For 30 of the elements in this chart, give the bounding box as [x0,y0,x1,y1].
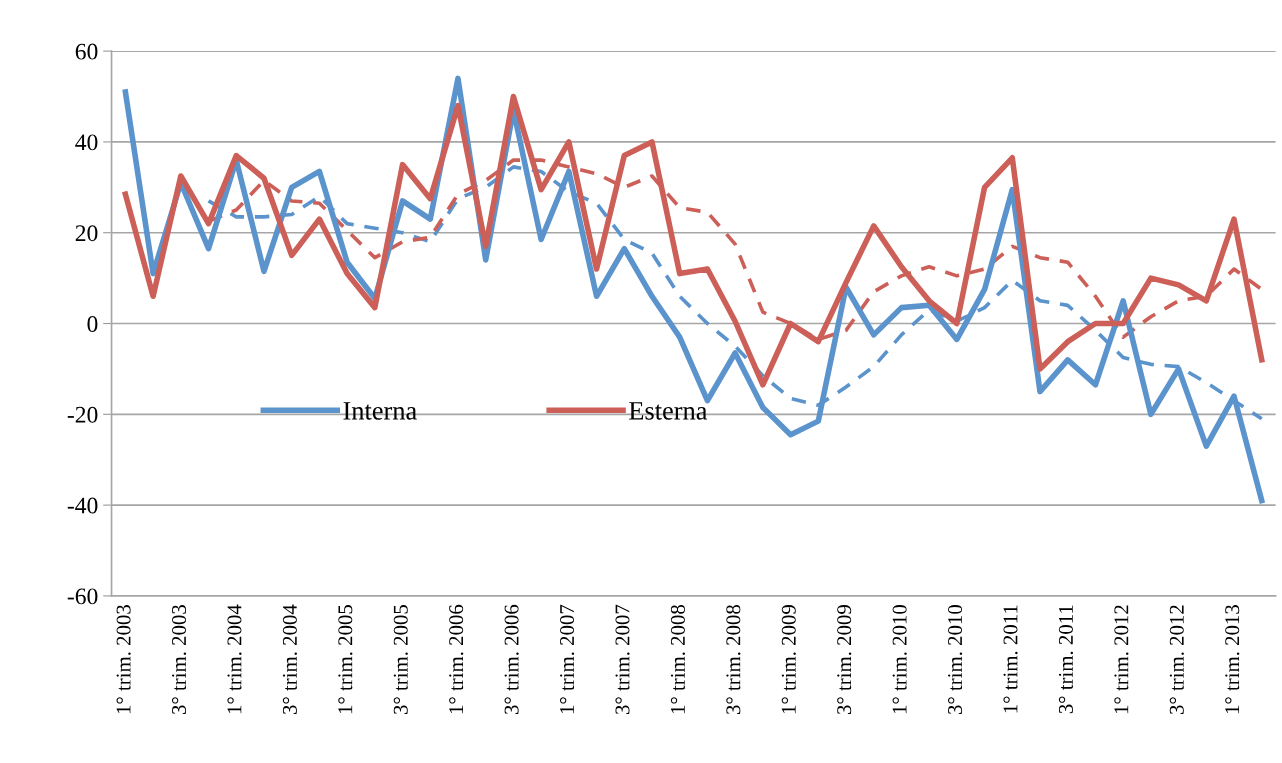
y-tick-label: -60 [67,588,98,605]
x-tick-label: 1° trim. 2006 [449,604,464,714]
x-tick-label: 1° trim. 2003 [116,605,131,714]
x-tick-label: 3° trim. 2004 [282,604,297,714]
x-tick-label: 1° trim. 2009 [781,605,796,714]
x-tick-label: 3° trim. 2009 [837,605,852,714]
y-tick-label: 40 [75,134,98,151]
x-tick-label: 3° trim. 2011 [1058,605,1074,714]
legend-label: Interna [343,402,417,420]
x-tick-label: 3° trim. 2005 [393,605,408,714]
y-tick-label: -20 [67,406,98,423]
x-tick-label: 1° trim. 2012 [1114,605,1129,714]
x-tick-label: 1° trim. 2005 [338,605,353,714]
x-tick-label: 1° trim. 2013 [1225,605,1240,714]
legend-label: Esterna [629,402,708,420]
x-tick-label: 3° trim. 2008 [726,605,741,714]
y-tick-label: 60 [75,43,98,60]
y-tick-label: 0 [87,316,98,332]
x-tick-label: 3° trim. 2003 [171,605,187,714]
x-tick-label: 1° trim. 2004 [227,604,242,714]
x-tick-label: 1° trim. 2008 [670,605,686,714]
x-tick-label: 1° trim. 2010 [892,605,907,714]
x-tick-label: 3° trim. 2010 [948,605,963,714]
x-tick-label: 1° trim. 2007 [560,604,575,714]
y-tick-label: 20 [75,225,98,242]
x-tick-label: 1° trim. 2011 [1003,605,1018,713]
x-tick-label: 3° trim. 2006 [504,604,519,714]
x-tick-label: 3° trim. 2007 [615,604,630,714]
y-tick-label: -40 [67,497,98,514]
x-tick-label: 3° trim. 2012 [1169,605,1184,714]
